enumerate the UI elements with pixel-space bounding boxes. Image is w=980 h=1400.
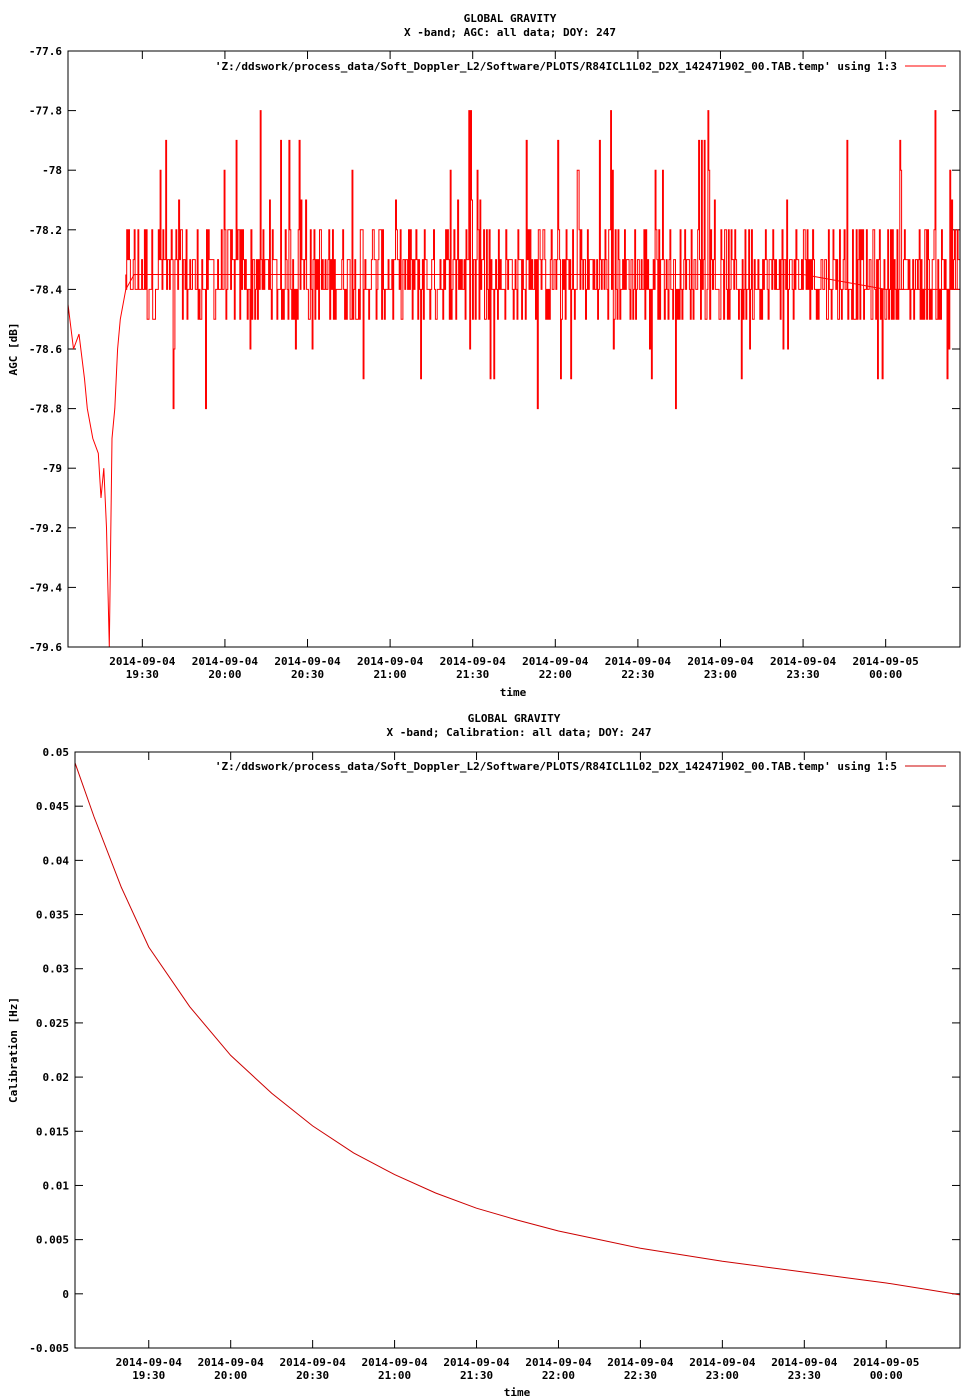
- calibration-x-tick-time: 22:00: [542, 1369, 575, 1382]
- agc-y-tick-label: -78.8: [29, 403, 62, 416]
- calibration-series-group: [74, 762, 961, 1296]
- agc-x-axis-label: time: [500, 686, 527, 699]
- agc-x-tick-date: 2014-09-04: [357, 655, 424, 668]
- agc-x-tick-date: 2014-09-05: [853, 655, 919, 668]
- agc-x-tick-time: 20:30: [291, 668, 324, 681]
- agc-x-tick-date: 2014-09-04: [274, 655, 341, 668]
- agc-chart: GLOBAL GRAVITY X -band; AGC: all data; D…: [7, 12, 961, 699]
- agc-x-tick-date: 2014-09-04: [109, 655, 176, 668]
- calibration-chart: GLOBAL GRAVITY X -band; Calibration: all…: [7, 712, 961, 1399]
- agc-x-tick-time: 20:00: [208, 668, 241, 681]
- agc-plot-frame: [67, 50, 961, 648]
- agc-x-tick-time: 22:30: [621, 668, 654, 681]
- agc-y-tick-label: -77.8: [29, 105, 62, 118]
- calibration-y-tick-label: 0.035: [36, 909, 69, 922]
- calibration-legend-label: 'Z:/ddswork/process_data/Soft_Doppler_L2…: [215, 760, 897, 773]
- agc-y-tick-label: -79.6: [29, 641, 62, 654]
- agc-x-tick-date: 2014-09-04: [605, 655, 672, 668]
- agc-chart-title: GLOBAL GRAVITY: [464, 12, 557, 25]
- calibration-x-tick-time: 23:00: [706, 1369, 739, 1382]
- calibration-chart-title: GLOBAL GRAVITY: [468, 712, 561, 725]
- calibration-series-line: [74, 762, 961, 1296]
- calibration-plot-frame: [74, 751, 961, 1349]
- agc-series-line: [67, 274, 960, 648]
- agc-x-tick-time: 22:00: [539, 668, 572, 681]
- calibration-y-tick-label: 0.05: [43, 746, 70, 759]
- agc-y-tick-label: -79: [42, 462, 62, 475]
- agc-x-tick-time: 19:30: [126, 668, 159, 681]
- agc-x-tick-time: 21:00: [374, 668, 407, 681]
- agc-y-tick-label: -79.4: [29, 581, 62, 594]
- agc-y-tick-label: -77.6: [29, 45, 62, 58]
- agc-y-tick-label: -79.2: [29, 522, 62, 535]
- agc-y-tick-label: -78: [42, 164, 62, 177]
- calibration-x-tick-date: 2014-09-04: [116, 1356, 183, 1369]
- calibration-y-tick-label: 0.02: [43, 1071, 70, 1084]
- calibration-y-tick-label: 0.03: [43, 963, 70, 976]
- calibration-chart-subtitle: X -band; Calibration: all data; DOY: 247: [387, 726, 652, 739]
- calibration-x-tick-time: 22:30: [624, 1369, 657, 1382]
- calibration-x-axis-label: time: [504, 1386, 531, 1399]
- agc-legend-label: 'Z:/ddswork/process_data/Soft_Doppler_L2…: [215, 60, 897, 73]
- calibration-y-tick-label: -0.005: [29, 1342, 69, 1355]
- calibration-x-ticks: 2014-09-0419:302014-09-0420:002014-09-04…: [116, 752, 919, 1382]
- calibration-y-tick-label: 0.01: [43, 1179, 70, 1192]
- agc-x-tick-date: 2014-09-04: [770, 655, 837, 668]
- agc-x-ticks: 2014-09-0419:302014-09-0420:002014-09-04…: [109, 51, 919, 681]
- calibration-y-axis-label: Calibration [Hz]: [7, 997, 20, 1103]
- agc-y-ticks: -77.6 -77.8 -78 -78.2 -78.4 -78.6 -78.8 -79 -79.…: [29, 45, 960, 654]
- agc-x-tick-time: 21:30: [456, 668, 489, 681]
- agc-x-tick-time: 00:00: [869, 668, 902, 681]
- agc-y-tick-label: -78.4: [29, 283, 62, 296]
- calibration-x-tick-date: 2014-09-04: [280, 1356, 347, 1369]
- agc-x-tick-date: 2014-09-04: [522, 655, 589, 668]
- agc-y-axis-label: AGC [dB]: [7, 323, 20, 376]
- calibration-x-tick-time: 21:00: [378, 1369, 411, 1382]
- calibration-x-tick-time: 00:00: [870, 1369, 903, 1382]
- calibration-x-tick-time: 19:30: [132, 1369, 165, 1382]
- calibration-x-tick-time: 21:30: [460, 1369, 493, 1382]
- agc-chart-subtitle: X -band; AGC: all data; DOY: 247: [404, 26, 616, 39]
- calibration-x-tick-date: 2014-09-04: [607, 1356, 674, 1369]
- agc-y-tick-label: -78.6: [29, 343, 62, 356]
- calibration-x-tick-date: 2014-09-04: [525, 1356, 592, 1369]
- agc-x-tick-time: 23:00: [704, 668, 737, 681]
- calibration-y-tick-label: 0.025: [36, 1017, 69, 1030]
- calibration-y-tick-label: 0.015: [36, 1125, 69, 1138]
- calibration-x-tick-date: 2014-09-04: [771, 1356, 838, 1369]
- calibration-x-tick-time: 20:30: [296, 1369, 329, 1382]
- agc-x-tick-date: 2014-09-04: [440, 655, 507, 668]
- calibration-x-tick-date: 2014-09-04: [689, 1356, 756, 1369]
- agc-y-tick-label: -78.2: [29, 224, 62, 237]
- calibration-y-tick-label: 0.005: [36, 1234, 69, 1247]
- calibration-x-tick-date: 2014-09-04: [198, 1356, 265, 1369]
- calibration-x-tick-time: 23:30: [788, 1369, 821, 1382]
- agc-series-noise: [125, 110, 961, 410]
- calibration-y-tick-label: 0.045: [36, 800, 69, 813]
- calibration-y-ticks: 0.05 0.045 0.04 0.035 0.03 0.025 0.02 0.015 0.01…: [29, 746, 960, 1355]
- calibration-x-tick-date: 2014-09-05: [853, 1356, 919, 1369]
- calibration-x-tick-time: 20:00: [214, 1369, 247, 1382]
- agc-x-tick-time: 23:30: [787, 668, 820, 681]
- calibration-x-tick-date: 2014-09-04: [361, 1356, 428, 1369]
- calibration-x-tick-date: 2014-09-04: [443, 1356, 510, 1369]
- agc-x-tick-date: 2014-09-04: [687, 655, 754, 668]
- agc-x-tick-date: 2014-09-04: [192, 655, 259, 668]
- calibration-y-tick-label: 0.04: [43, 854, 70, 867]
- agc-series-group: [67, 110, 961, 648]
- calibration-y-tick-label: 0: [62, 1288, 69, 1301]
